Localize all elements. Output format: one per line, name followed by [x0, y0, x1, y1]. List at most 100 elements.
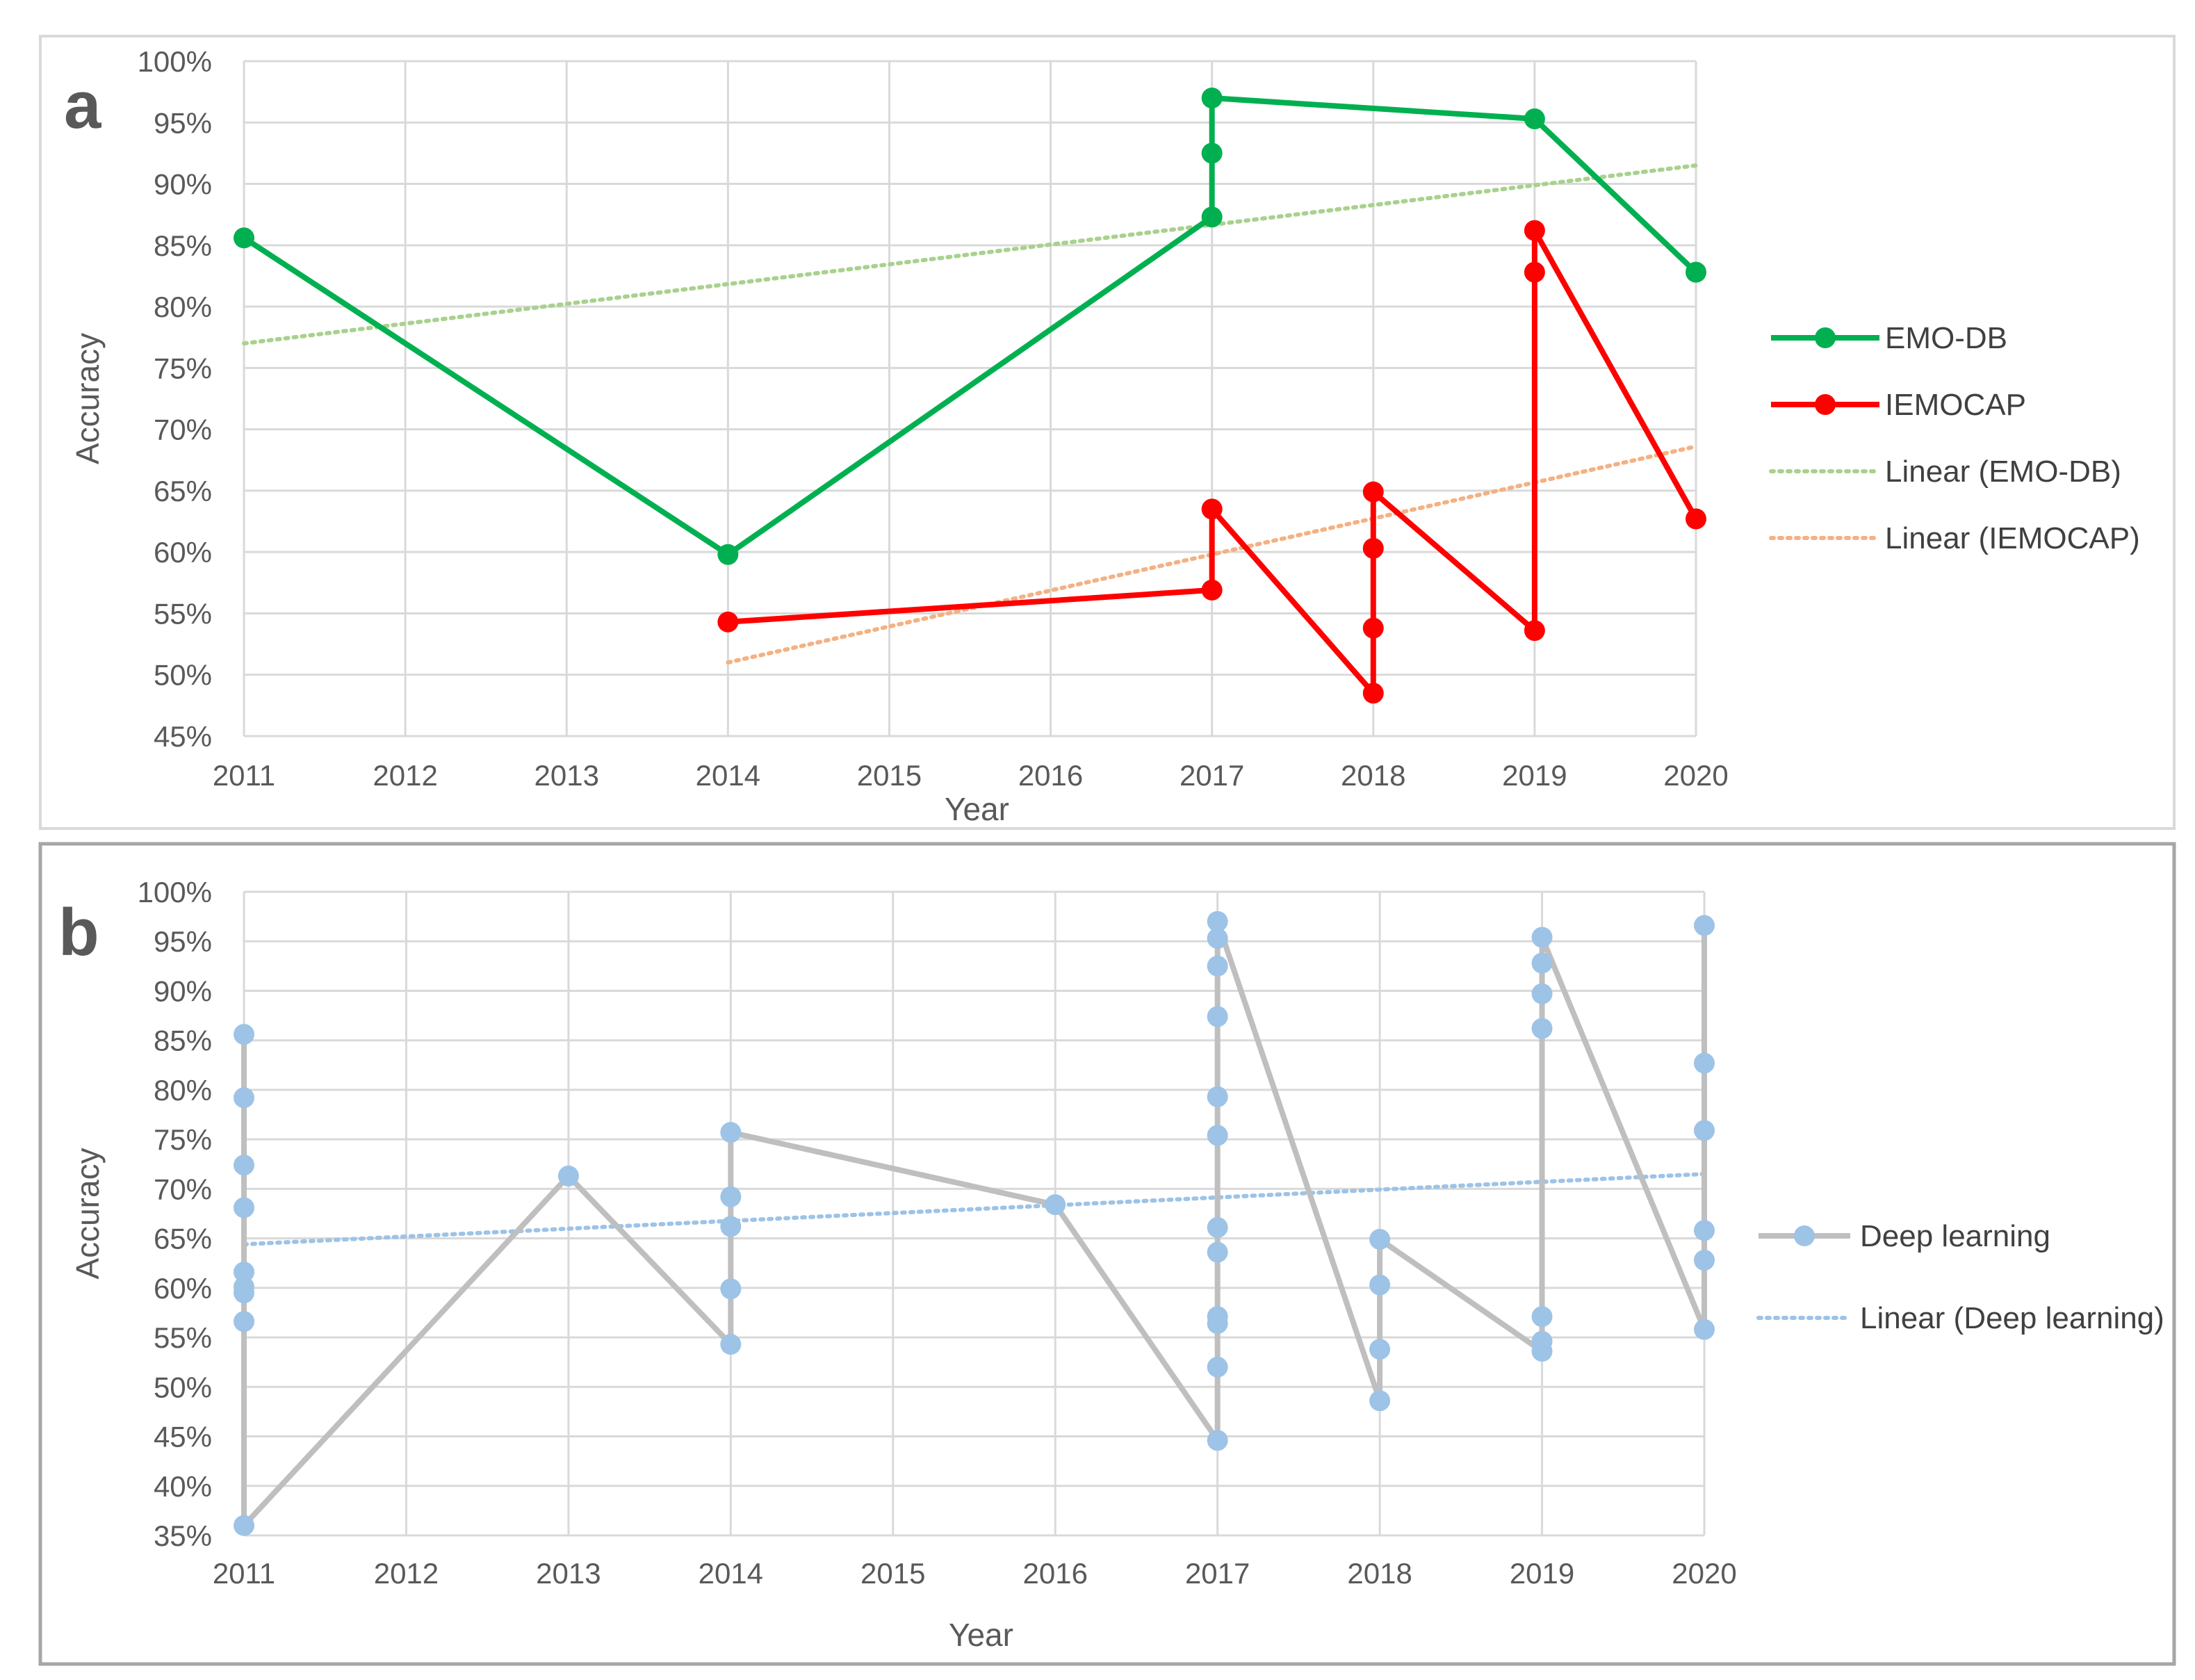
y-tick-label: 55% — [154, 1321, 212, 1354]
x-axis-title: Year — [949, 1617, 1013, 1653]
y-tick-label: 65% — [154, 475, 212, 507]
x-tick-label: 2011 — [213, 1557, 275, 1590]
legend-label: EMO-DB — [1885, 321, 2007, 355]
data-point — [1201, 498, 1223, 520]
data-point — [234, 1197, 254, 1218]
y-tick-label: 50% — [154, 1371, 212, 1403]
data-point — [1524, 108, 1545, 129]
data-point — [1369, 1274, 1391, 1296]
y-tick-label: 100% — [138, 45, 212, 78]
trendline-linear-emo-db- — [242, 163, 1698, 346]
panel-b-chart: 35% 40% 45% 50% 55% 60% 65% 70% 75% 80% 85% 90% 95% 1… — [70, 876, 2164, 1653]
data-point — [234, 227, 254, 249]
data-point — [1207, 927, 1228, 949]
data-point — [1686, 508, 1706, 530]
x-tick-label: 2020 — [1663, 759, 1728, 792]
x-tick-label: 2015 — [857, 759, 922, 792]
data-point — [234, 1262, 254, 1283]
data-point — [234, 1515, 254, 1536]
data-point — [1045, 1194, 1066, 1216]
data-point — [1369, 1390, 1391, 1412]
y-tick-label: 90% — [154, 168, 212, 201]
data-point — [1694, 915, 1715, 936]
data-point — [234, 1087, 254, 1109]
y-tick-label: 70% — [154, 1173, 212, 1205]
data-point — [234, 1024, 254, 1045]
x-tick-label: 2019 — [1510, 1557, 1574, 1590]
data-point — [720, 1278, 742, 1300]
legend-marker — [1794, 1225, 1815, 1246]
data-point — [234, 1311, 254, 1332]
x-tick-label: 2020 — [1672, 1557, 1736, 1590]
x-tick-label: 2015 — [860, 1557, 925, 1590]
panel-a-frame — [39, 35, 2176, 830]
data-point — [1694, 1319, 1715, 1340]
y-tick-label: 95% — [154, 925, 212, 958]
legend-label: Linear (Deep learning) — [1860, 1301, 2164, 1335]
x-tick-label: 2013 — [536, 1557, 601, 1590]
data-point — [1362, 537, 1384, 559]
data-point — [1686, 261, 1706, 283]
legend-marker — [1815, 394, 1836, 415]
data-point — [1362, 683, 1384, 704]
legend-label: Linear (EMO-DB) — [1885, 455, 2121, 489]
y-tick-label: 45% — [154, 1421, 212, 1453]
data-point — [1369, 1229, 1391, 1250]
y-tick-label: 45% — [154, 720, 212, 753]
data-point — [720, 1186, 742, 1207]
x-tick-label: 2016 — [1018, 759, 1083, 792]
data-point — [1201, 579, 1223, 601]
data-point — [1207, 1356, 1228, 1378]
data-point — [720, 1334, 742, 1355]
data-point — [1207, 1241, 1228, 1263]
data-point — [1201, 142, 1223, 164]
data-point — [720, 1216, 742, 1237]
data-point — [1207, 1006, 1228, 1027]
data-point — [720, 1122, 742, 1143]
y-tick-label: 95% — [154, 106, 212, 139]
data-point — [1207, 1216, 1228, 1238]
y-tick-label: 85% — [154, 229, 212, 262]
data-point — [557, 1165, 579, 1186]
data-point — [1531, 927, 1553, 948]
data-point — [1694, 1249, 1715, 1271]
x-tick-label: 2014 — [699, 1557, 763, 1590]
data-point — [234, 1282, 254, 1303]
x-tick-label: 2014 — [696, 759, 760, 792]
data-point — [1362, 617, 1384, 639]
data-point — [1694, 1052, 1715, 1074]
legend-label: Linear (IEMOCAP) — [1885, 521, 2140, 555]
x-axis-title: Year — [945, 791, 1009, 827]
y-tick-label: 85% — [154, 1025, 212, 1057]
data-point — [1524, 620, 1545, 642]
data-point — [1694, 1120, 1715, 1141]
data-point — [1531, 983, 1553, 1004]
y-tick-label: 60% — [154, 536, 212, 569]
x-tick-label: 2011 — [213, 759, 275, 792]
x-tick-label: 2018 — [1341, 759, 1405, 792]
y-tick-label: 35% — [154, 1519, 212, 1552]
panel-a-chart: 45% 50% 55% 60% 65% 70% 75% 80% 85% 90% 95% 100% 201… — [70, 45, 2140, 827]
legend-label: IEMOCAP — [1885, 388, 2026, 422]
data-point — [717, 544, 739, 565]
trendline-linear-deep-learning- — [242, 1172, 1706, 1247]
data-point — [1531, 1330, 1553, 1352]
data-point — [1531, 1306, 1553, 1328]
x-tick-label: 2012 — [374, 1557, 439, 1590]
y-tick-label: 70% — [154, 414, 212, 446]
y-tick-label: 80% — [154, 291, 212, 323]
legend-marker — [1815, 327, 1836, 348]
y-tick-label: 100% — [138, 876, 212, 908]
panel-a-label: a — [64, 68, 101, 142]
data-point — [717, 611, 739, 633]
x-tick-label: 2016 — [1023, 1557, 1088, 1590]
y-tick-label: 65% — [154, 1223, 212, 1255]
y-tick-label: 80% — [154, 1074, 212, 1107]
data-point — [1207, 1306, 1228, 1328]
data-point — [1362, 481, 1384, 503]
y-axis-title: Accuracy — [70, 333, 106, 464]
data-point — [1531, 1018, 1553, 1039]
data-point — [1531, 952, 1553, 974]
y-tick-label: 90% — [154, 974, 212, 1007]
